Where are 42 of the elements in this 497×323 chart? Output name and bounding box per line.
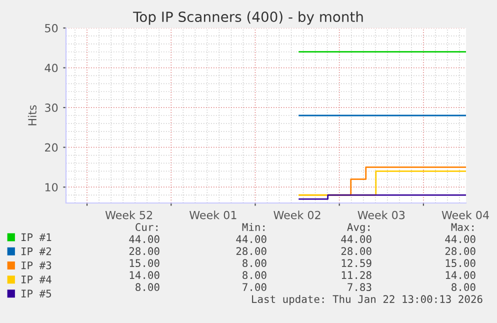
text: Max:: [451, 223, 474, 232]
chart-title: Top IP Scanners (400) - by month: [132, 11, 363, 25]
text: 28.00: [129, 247, 160, 256]
text: 7.00: [242, 283, 266, 292]
text: 28.00: [236, 247, 266, 256]
legend-label: IP #5: [22, 290, 52, 298]
text: 28.00: [341, 247, 372, 256]
text: 15.00: [130, 259, 160, 268]
y-tick-label: 10: [45, 183, 58, 192]
text: 44.00: [341, 235, 372, 244]
text: Min:: [242, 222, 264, 231]
y-tick-label: 20: [45, 143, 58, 152]
text: 44.00: [236, 235, 266, 244]
x-tick-label: Week 52: [105, 210, 152, 220]
text: 28.00: [445, 247, 476, 256]
legend-label: IP #1: [22, 233, 52, 241]
text: 8.00: [452, 283, 476, 292]
legend-label: IP #4: [22, 276, 52, 284]
text: 8.00: [242, 259, 266, 268]
text: 12.59: [342, 259, 372, 268]
y-tick-label: 30: [45, 104, 58, 112]
text: 8.00: [136, 283, 160, 292]
text: Avg:: [347, 223, 370, 234]
text: 11.28: [342, 271, 372, 280]
legend-label: IP #2: [22, 247, 51, 256]
text: Last update: Thu Jan 22 13:00:13 2026: [252, 294, 482, 306]
legend-label: IP #3: [22, 261, 52, 270]
x-tick-label: Week 02: [274, 210, 320, 220]
text: 44.00: [445, 235, 476, 244]
x-tick-label: Week 04: [442, 210, 489, 220]
text: 14.00: [446, 271, 476, 280]
text: Cur:: [136, 223, 158, 232]
text: 14.00: [130, 271, 160, 280]
text: 44.00: [129, 235, 160, 244]
x-tick-label: Week 01: [190, 210, 236, 220]
x-tick-label: Week 03: [358, 210, 405, 220]
y-tick-label: 50: [45, 24, 58, 32]
y-axis-title: Hits: [28, 105, 37, 126]
text: 15.00: [446, 259, 476, 268]
text: 7.83: [348, 283, 372, 292]
y-tick-label: 40: [44, 64, 58, 72]
text: 8.00: [242, 271, 266, 280]
